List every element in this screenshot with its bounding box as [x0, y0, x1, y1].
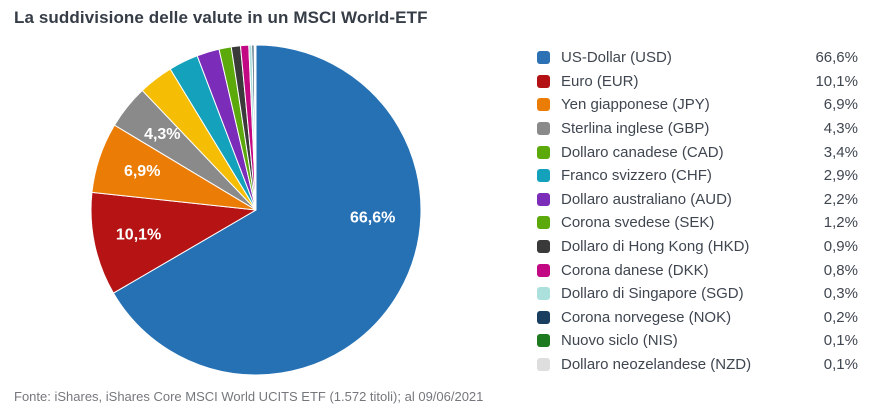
pie-slice-eur[interactable]: [90, 191, 257, 294]
legend-value: 2,2%: [823, 190, 858, 208]
legend-item-eur[interactable]: Euro (EUR) 10,1%: [537, 70, 858, 94]
legend-swatch-icon: [537, 122, 550, 136]
legend-swatch-icon: [537, 74, 550, 88]
legend-item-usd[interactable]: US-Dollar (USD) 66,6%: [537, 46, 858, 70]
legend-label: Nuovo siclo (NIS): [561, 332, 678, 350]
legend-value: 0,1%: [823, 356, 858, 374]
legend-item-nzd[interactable]: Dollaro neozelandese (NZD) 0,1%: [537, 353, 858, 377]
legend-item-dkk[interactable]: Corona danese (DKK) 0,8%: [537, 258, 858, 282]
legend-swatch-icon: [537, 358, 550, 372]
legend-label: Sterlina inglese (GBP): [561, 120, 710, 138]
legend-label: Yen giapponese (JPY): [561, 96, 710, 114]
legend-item-hkd[interactable]: Dollaro di Hong Kong (HKD) 0,9%: [537, 235, 858, 259]
legend-item-jpy[interactable]: Yen giapponese (JPY) 6,9%: [537, 93, 858, 117]
legend-swatch-icon: [537, 169, 550, 183]
legend-swatch-icon: [537, 145, 550, 159]
legend-value: 1,2%: [823, 214, 858, 232]
legend-swatch-icon: [537, 192, 550, 206]
legend-value: 6,9%: [823, 96, 858, 114]
legend-swatch-icon: [537, 263, 550, 277]
legend-label: Franco svizzero (CHF): [561, 167, 712, 185]
legend-item-chf[interactable]: Franco svizzero (CHF) 2,9%: [537, 164, 858, 188]
pie-slice-nzd[interactable]: [254, 44, 257, 211]
legend: US-Dollar (USD) 66,6% Euro (EUR) 10,1% Yen g…: [537, 46, 858, 376]
legend-item-nok[interactable]: Corona norvegese (NOK) 0,2%: [537, 306, 858, 330]
legend-value: 10,1%: [815, 72, 858, 90]
legend-item-sgd[interactable]: Dollaro di Singapore (SGD) 0,3%: [537, 282, 858, 306]
legend-value: 0,8%: [823, 261, 858, 279]
pie-slice-usd[interactable]: [112, 44, 422, 376]
legend-value: 0,2%: [823, 308, 858, 326]
chart-title: La suddivisione delle valute in un MSCI …: [14, 8, 428, 27]
legend-item-aud[interactable]: Dollaro australiano (AUD) 2,2%: [537, 188, 858, 212]
legend-value: 2,9%: [823, 167, 858, 185]
legend-swatch-icon: [537, 310, 550, 324]
legend-label: Dollaro di Singapore (SGD): [561, 285, 744, 303]
legend-swatch-icon: [537, 334, 550, 348]
legend-label: Corona svedese (SEK): [561, 214, 715, 232]
legend-item-sek[interactable]: Corona svedese (SEK) 1,2%: [537, 211, 858, 235]
source-note: Fonte: iShares, iShares Core MSCI World …: [14, 389, 484, 404]
legend-label: Dollaro di Hong Kong (HKD): [561, 238, 750, 256]
legend-label: Dollaro australiano (AUD): [561, 190, 732, 208]
legend-label: Dollaro canadese (CAD): [561, 143, 724, 161]
legend-swatch-icon: [537, 240, 550, 254]
legend-label: Euro (EUR): [561, 72, 639, 90]
legend-value: 0,3%: [823, 285, 858, 303]
legend-value: 3,4%: [823, 143, 858, 161]
legend-value: 0,1%: [823, 332, 858, 350]
legend-value: 66,6%: [815, 49, 858, 67]
legend-item-nis[interactable]: Nuovo siclo (NIS) 0,1%: [537, 329, 858, 353]
legend-swatch-icon: [537, 98, 550, 112]
legend-swatch-icon: [537, 287, 550, 301]
legend-label: Corona danese (DKK): [561, 261, 709, 279]
legend-label: US-Dollar (USD): [561, 49, 672, 67]
legend-item-gbp[interactable]: Sterlina inglese (GBP) 4,3%: [537, 117, 858, 141]
legend-swatch-icon: [537, 51, 550, 65]
pie-svg: 66,6%10,1%6,9%4,3%: [90, 44, 422, 376]
legend-label: Corona norvegese (NOK): [561, 308, 732, 326]
legend-value: 4,3%: [823, 120, 858, 138]
legend-value: 0,9%: [823, 238, 858, 256]
legend-item-cad[interactable]: Dollaro canadese (CAD) 3,4%: [537, 140, 858, 164]
legend-label: Dollaro neozelandese (NZD): [561, 356, 752, 374]
pie-chart: 66,6% 10,1% 6,9% 4,3%: [90, 44, 422, 376]
legend-swatch-icon: [537, 216, 550, 230]
